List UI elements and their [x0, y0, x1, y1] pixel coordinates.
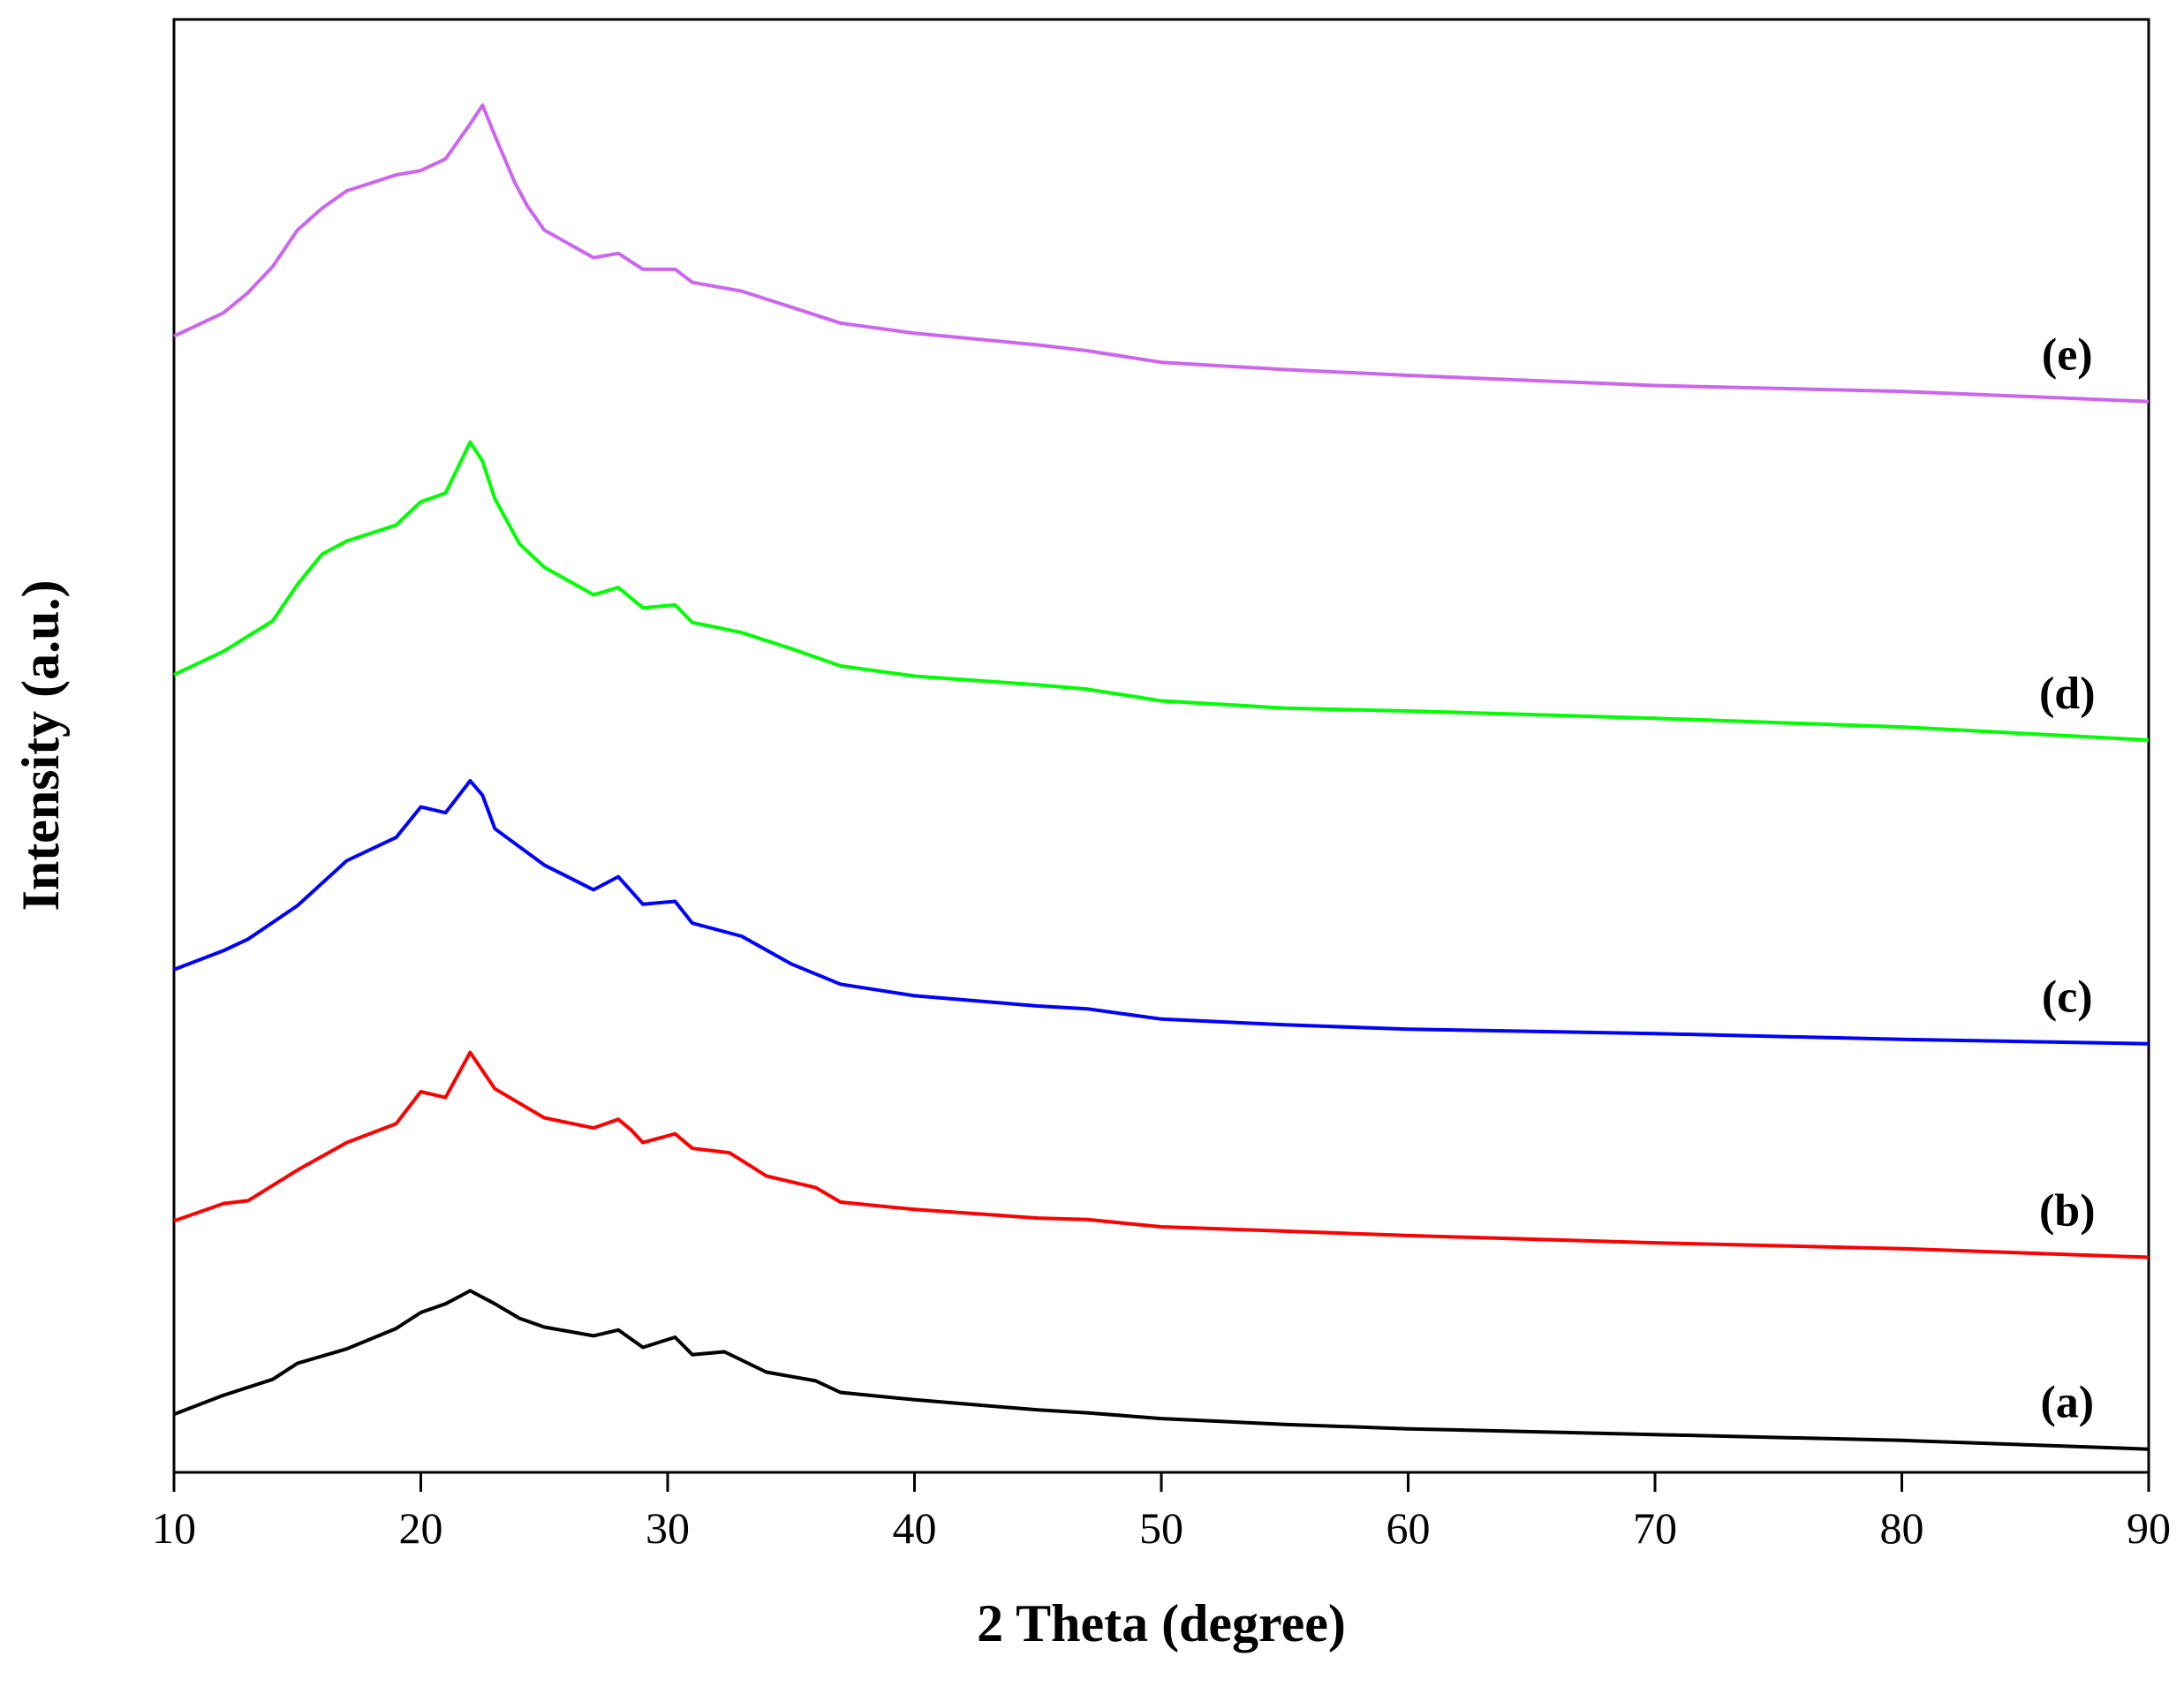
series-line	[173, 1289, 2150, 1451]
series-label: (e)	[2042, 330, 2093, 381]
x-tick-label: 90	[2127, 1503, 2171, 1553]
series-labels: (a) (b) (c) (d) (e)	[2039, 330, 2096, 1428]
x-tick-label: 60	[1387, 1503, 1431, 1553]
plot-area-frame	[172, 18, 2150, 1474]
series-label: (a)	[2040, 1378, 2094, 1428]
x-axis-ticks: 10 20 30 40 50 60 70 80 90	[152, 1472, 2171, 1553]
x-tick-label: 80	[1880, 1503, 1924, 1553]
x-tick-label: 40	[893, 1503, 937, 1553]
x-tick-label: 20	[399, 1503, 443, 1553]
series-line	[173, 1050, 2150, 1259]
x-tick-label: 50	[1139, 1503, 1183, 1553]
x-tick-label: 70	[1633, 1503, 1677, 1553]
x-axis-title: 2 Theta (degree)	[977, 1594, 1346, 1653]
series-layer	[173, 103, 2150, 1451]
series-label: (d)	[2039, 669, 2096, 719]
series-line	[173, 103, 2150, 404]
series-line	[173, 440, 2150, 742]
y-axis-title: Intensity (a.u.)	[11, 579, 70, 911]
series-label: (b)	[2039, 1186, 2096, 1237]
series-label: (c)	[2042, 972, 2093, 1023]
x-tick-label: 30	[646, 1503, 690, 1553]
x-tick-label: 10	[152, 1503, 196, 1553]
series-line	[173, 779, 2150, 1046]
